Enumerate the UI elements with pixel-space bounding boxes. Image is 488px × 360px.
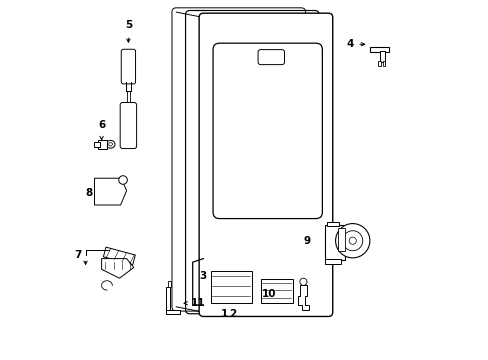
Text: 7: 7: [75, 250, 82, 260]
Text: 6: 6: [98, 120, 105, 130]
Bar: [380, 51, 384, 62]
Ellipse shape: [108, 143, 112, 146]
FancyBboxPatch shape: [120, 103, 136, 149]
Text: 3: 3: [200, 271, 206, 281]
Polygon shape: [298, 285, 308, 310]
Circle shape: [348, 237, 356, 244]
Text: 5: 5: [124, 20, 132, 30]
Bar: [165, 310, 180, 314]
Polygon shape: [94, 178, 126, 205]
FancyBboxPatch shape: [258, 50, 284, 64]
Bar: [324, 225, 344, 260]
Bar: [378, 62, 380, 66]
Bar: [98, 140, 107, 149]
Bar: [167, 281, 170, 287]
Polygon shape: [102, 258, 134, 278]
Text: 4: 4: [346, 39, 353, 49]
Bar: [382, 62, 385, 66]
FancyBboxPatch shape: [121, 49, 135, 84]
Text: 2: 2: [229, 309, 236, 319]
Bar: [94, 143, 100, 147]
FancyBboxPatch shape: [199, 13, 332, 316]
Circle shape: [335, 224, 369, 258]
Circle shape: [342, 231, 362, 251]
Bar: [324, 258, 340, 264]
Text: 10: 10: [262, 289, 276, 299]
Polygon shape: [103, 247, 135, 265]
Text: 8: 8: [85, 188, 93, 198]
Text: 9: 9: [303, 236, 310, 246]
Ellipse shape: [106, 140, 115, 148]
Circle shape: [119, 176, 127, 184]
Bar: [210, 271, 251, 303]
Bar: [369, 47, 388, 53]
Text: 11: 11: [190, 298, 205, 308]
Bar: [165, 287, 170, 314]
Bar: [260, 279, 292, 303]
Text: 1: 1: [221, 309, 228, 319]
Bar: [337, 228, 344, 251]
Circle shape: [299, 278, 306, 285]
FancyBboxPatch shape: [213, 43, 322, 219]
Bar: [326, 222, 339, 226]
